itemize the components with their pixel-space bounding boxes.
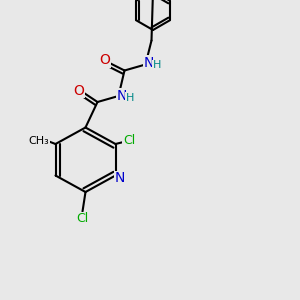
Text: N: N bbox=[117, 89, 127, 103]
Text: CH₃: CH₃ bbox=[28, 136, 50, 146]
Text: Cl: Cl bbox=[76, 212, 88, 226]
Text: N: N bbox=[115, 172, 125, 185]
Text: O: O bbox=[73, 84, 84, 98]
Text: Cl: Cl bbox=[123, 134, 135, 148]
Text: H: H bbox=[126, 92, 134, 103]
Text: O: O bbox=[99, 53, 110, 67]
Text: N: N bbox=[144, 56, 154, 70]
Text: H: H bbox=[153, 60, 161, 70]
